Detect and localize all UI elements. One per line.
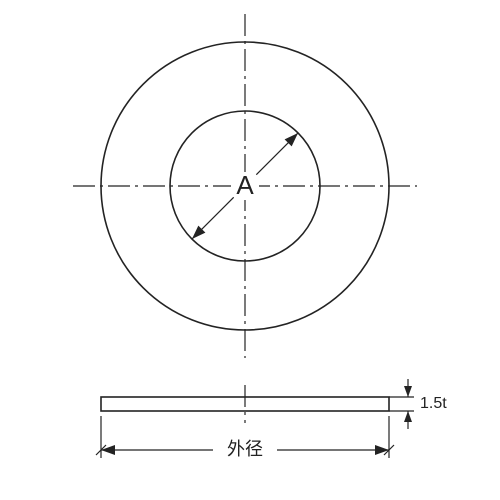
thickness-label: 1.5t: [420, 395, 447, 412]
outer-diameter-label: 外径: [227, 439, 263, 459]
inner-diameter-label: A: [236, 170, 254, 200]
